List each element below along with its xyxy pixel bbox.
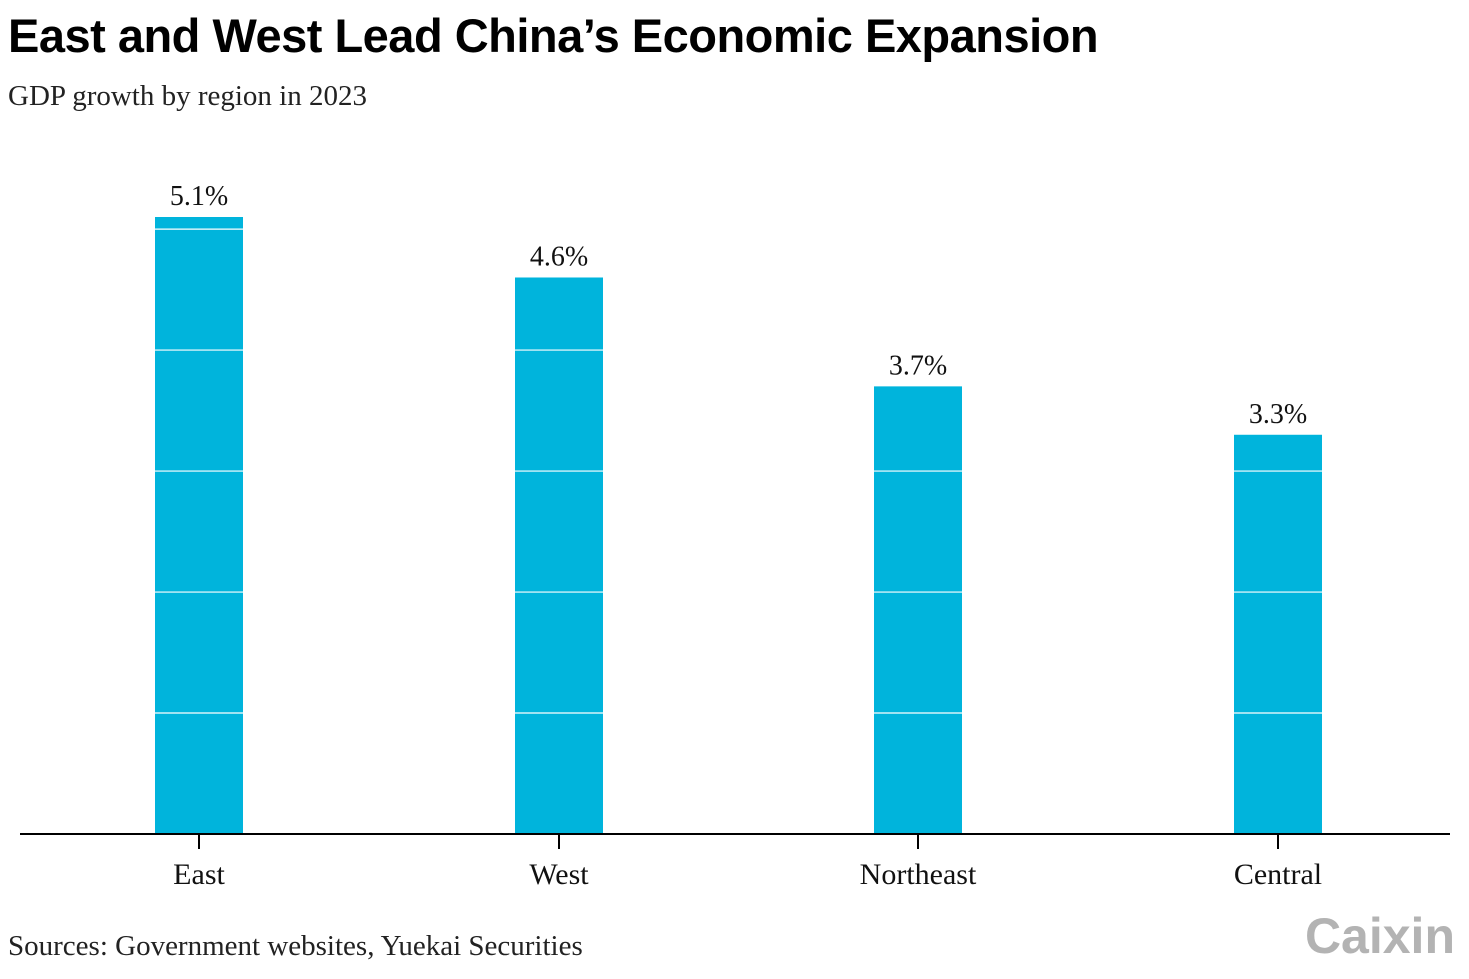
data-labels-group: 5.1% 4.6% 3.7% 3.3%: [170, 181, 1307, 430]
data-label-west: 4.6%: [530, 241, 588, 272]
source-note: Sources: Government websites, Yuekai Sec…: [8, 930, 583, 962]
x-ticks-group: [198, 834, 1279, 849]
data-label-central: 3.3%: [1249, 399, 1307, 430]
bar-central: [1234, 434, 1322, 834]
bar-east: [155, 217, 243, 834]
chart-title: East and West Lead China’s Economic Expa…: [8, 9, 1099, 62]
gridlines-group: [155, 228, 1322, 714]
category-labels-group: East West Northeast Central: [173, 858, 1322, 891]
data-label-east: 5.1%: [170, 181, 228, 212]
category-label-west: West: [529, 858, 589, 891]
caixin-logo: Caixin: [1304, 908, 1455, 964]
category-label-central: Central: [1234, 858, 1322, 891]
bars-group: [155, 217, 1322, 834]
category-label-northeast: Northeast: [860, 858, 977, 891]
bar-west: [515, 277, 603, 834]
chart-subtitle: GDP growth by region in 2023: [8, 80, 367, 112]
data-label-northeast: 3.7%: [889, 350, 947, 381]
category-label-east: East: [173, 858, 225, 891]
bar-northeast: [874, 386, 962, 834]
